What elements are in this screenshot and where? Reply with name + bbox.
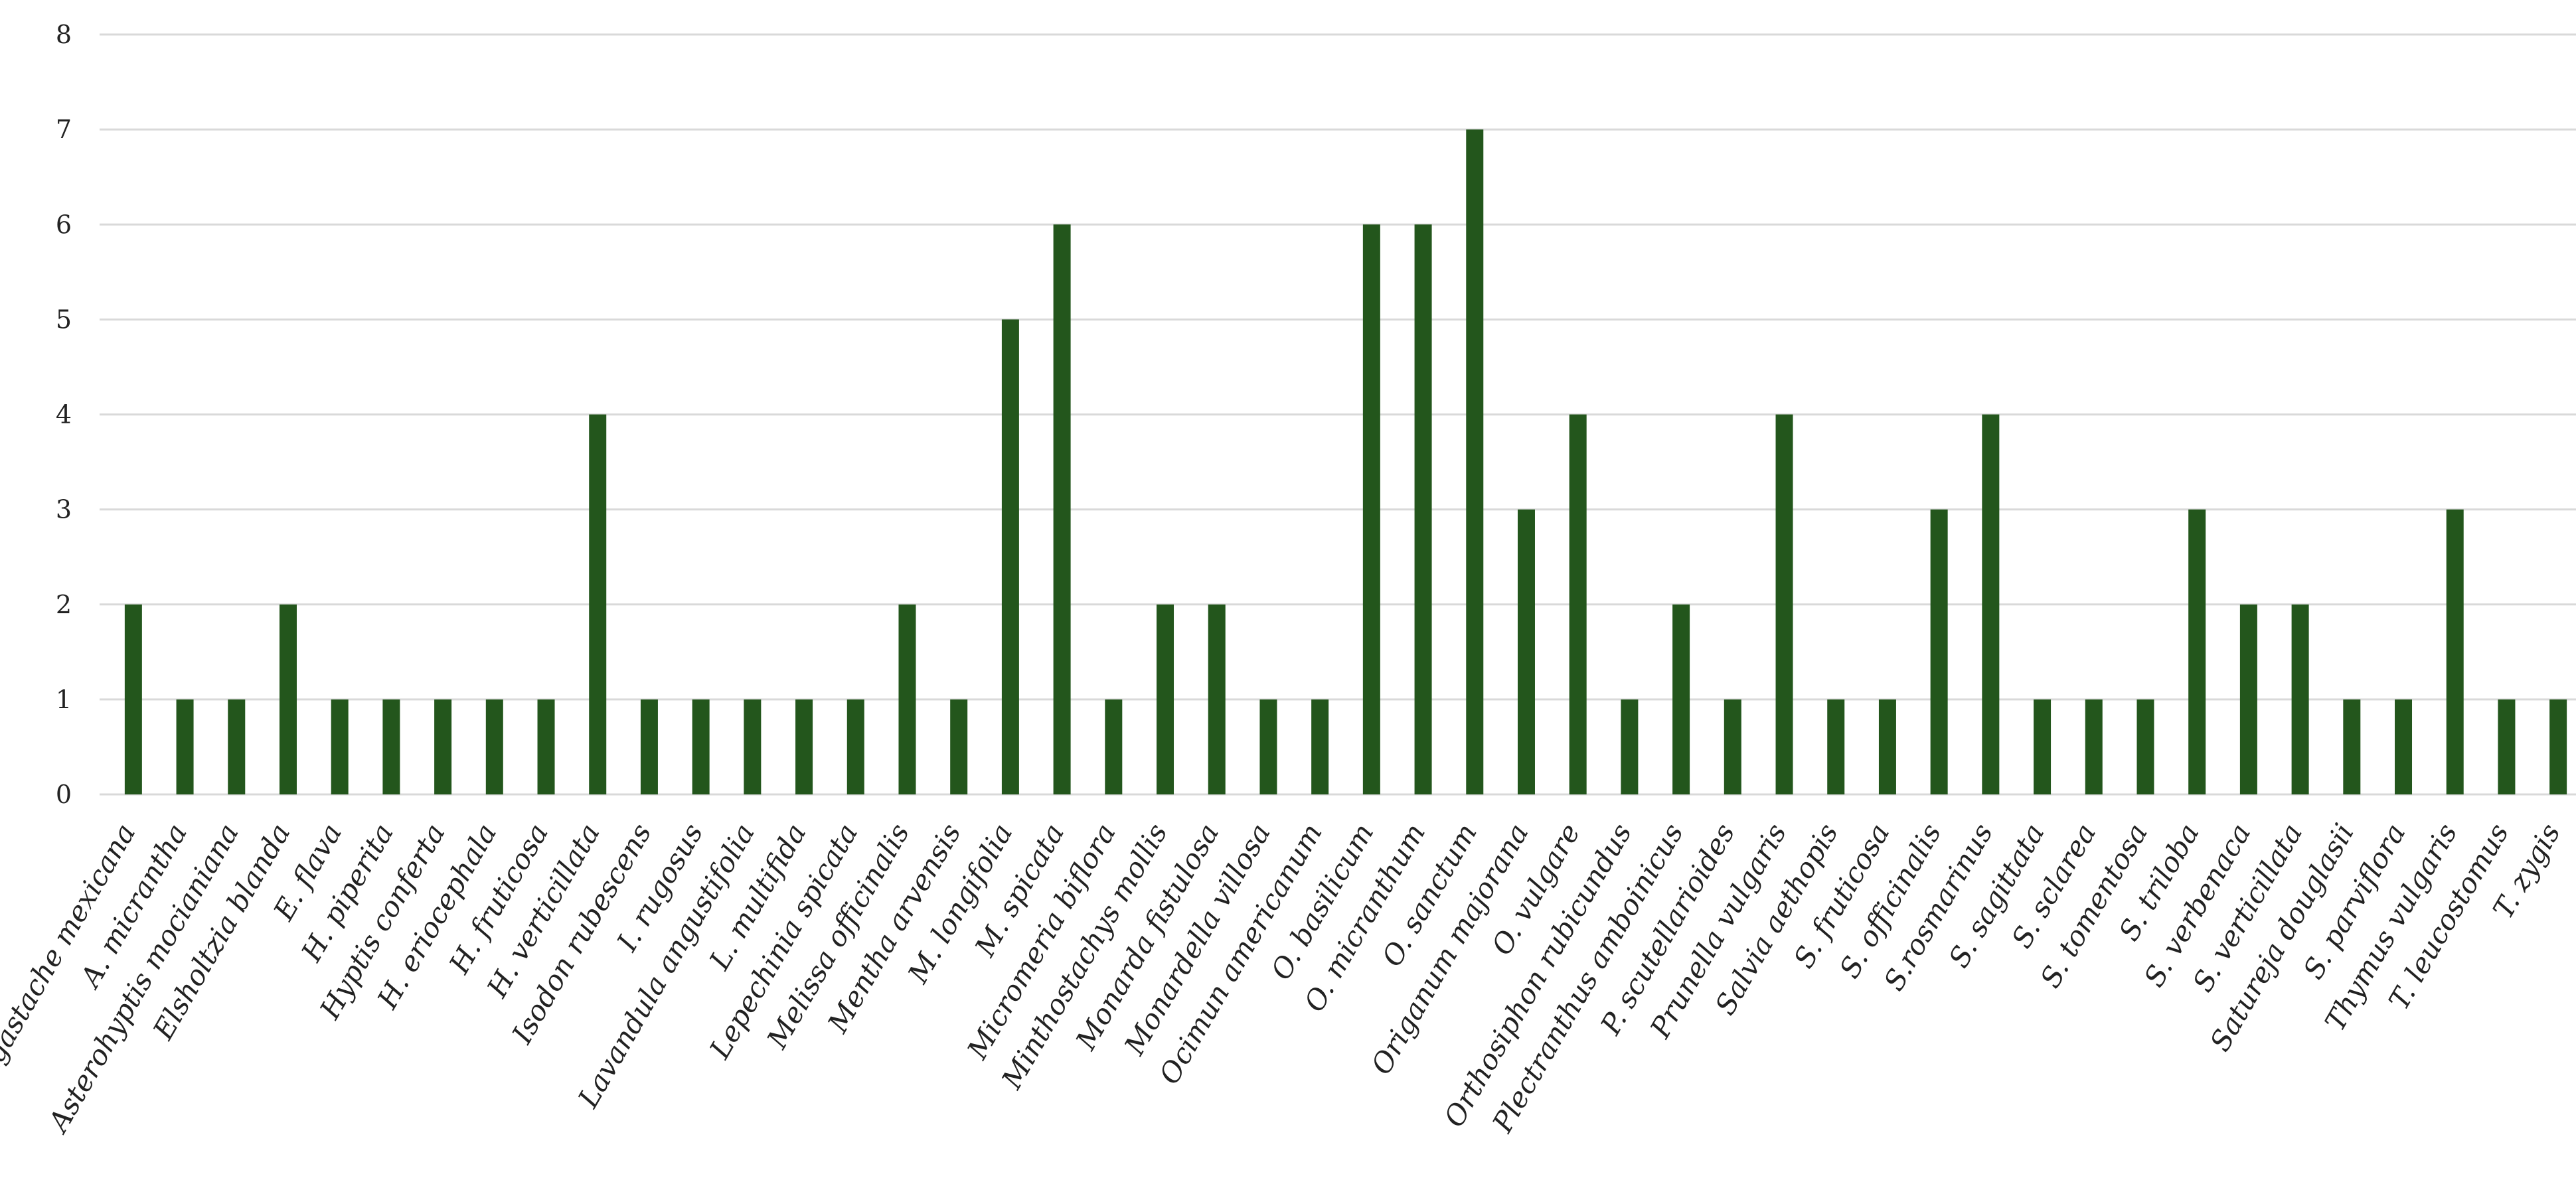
bar — [1105, 699, 1123, 794]
bar — [2343, 699, 2361, 794]
bar — [1517, 509, 1535, 794]
bars — [124, 129, 2567, 794]
y-tick-label: 7 — [56, 115, 72, 144]
bar — [744, 699, 762, 794]
bar — [1672, 604, 1690, 794]
bar — [1827, 699, 1845, 794]
y-tick-label: 8 — [56, 20, 72, 49]
bar — [1157, 604, 1174, 794]
y-tick-label: 3 — [56, 495, 72, 524]
bar — [898, 604, 916, 794]
bar — [1466, 129, 1484, 794]
bar — [640, 699, 658, 794]
bar — [1982, 414, 2000, 794]
bar — [950, 699, 968, 794]
bar — [2549, 699, 2567, 794]
bar — [176, 699, 194, 794]
y-axis-ticks: 0 1 2 3 4 5 6 7 8 — [56, 20, 72, 809]
bar — [331, 699, 349, 794]
bar — [537, 699, 555, 794]
bar — [1414, 224, 1432, 794]
bar — [1311, 699, 1329, 794]
bar — [795, 699, 813, 794]
bar — [228, 699, 246, 794]
gridlines — [100, 33, 2576, 796]
y-tick-label: 2 — [56, 590, 72, 619]
bar — [1621, 699, 1639, 794]
y-tick-label: 4 — [56, 400, 72, 429]
bar — [2136, 699, 2154, 794]
bar — [124, 604, 142, 794]
bar — [2188, 509, 2206, 794]
y-tick-label: 6 — [56, 210, 72, 239]
bar — [2446, 509, 2464, 794]
y-tick-label: 5 — [56, 305, 72, 334]
bar — [1775, 414, 1793, 794]
y-tick-label: 1 — [56, 685, 72, 714]
bar — [1053, 224, 1071, 794]
bar — [1208, 604, 1226, 794]
bar — [2498, 699, 2516, 794]
bar — [2034, 699, 2052, 794]
bar — [279, 604, 297, 794]
bar — [1930, 509, 1948, 794]
bar — [846, 699, 864, 794]
bar — [382, 699, 400, 794]
bar — [1001, 319, 1019, 794]
bar — [2291, 604, 2309, 794]
y-tick-label: 0 — [56, 780, 72, 809]
bar — [2085, 699, 2103, 794]
bar — [589, 414, 607, 794]
bar — [1569, 414, 1587, 794]
bar — [1362, 224, 1380, 794]
bar — [485, 699, 503, 794]
bar — [2395, 699, 2413, 794]
bar — [1878, 699, 1896, 794]
bar — [1724, 699, 1741, 794]
bar — [692, 699, 710, 794]
bar — [434, 699, 452, 794]
bar — [2239, 604, 2257, 794]
bar — [1259, 699, 1277, 794]
